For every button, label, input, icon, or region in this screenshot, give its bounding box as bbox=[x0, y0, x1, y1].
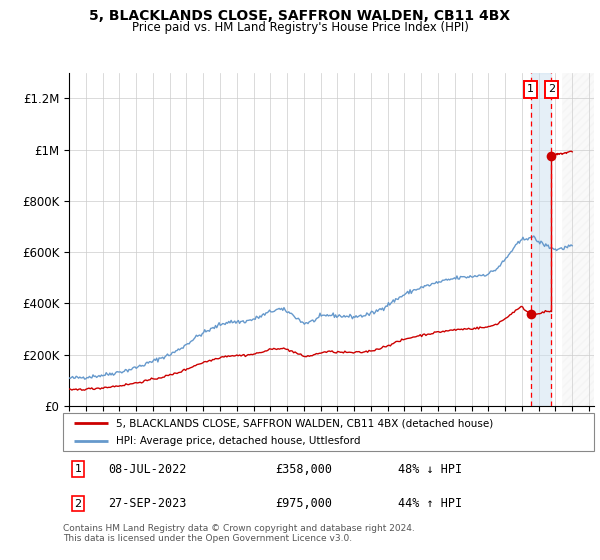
Text: Contains HM Land Registry data © Crown copyright and database right 2024.
This d: Contains HM Land Registry data © Crown c… bbox=[63, 524, 415, 543]
Text: Price paid vs. HM Land Registry's House Price Index (HPI): Price paid vs. HM Land Registry's House … bbox=[131, 21, 469, 34]
Text: 1: 1 bbox=[527, 85, 534, 95]
Text: 08-JUL-2022: 08-JUL-2022 bbox=[108, 463, 187, 476]
Text: 5, BLACKLANDS CLOSE, SAFFRON WALDEN, CB11 4BX (detached house): 5, BLACKLANDS CLOSE, SAFFRON WALDEN, CB1… bbox=[116, 418, 493, 428]
Text: 27-SEP-2023: 27-SEP-2023 bbox=[108, 497, 187, 510]
FancyBboxPatch shape bbox=[63, 413, 594, 451]
Text: £358,000: £358,000 bbox=[275, 463, 332, 476]
Text: 1: 1 bbox=[74, 464, 82, 474]
Text: 48% ↓ HPI: 48% ↓ HPI bbox=[398, 463, 461, 476]
Text: 44% ↑ HPI: 44% ↑ HPI bbox=[398, 497, 461, 510]
Text: HPI: Average price, detached house, Uttlesford: HPI: Average price, detached house, Uttl… bbox=[116, 436, 361, 446]
Text: 2: 2 bbox=[74, 498, 82, 508]
Text: £975,000: £975,000 bbox=[275, 497, 332, 510]
Text: 5, BLACKLANDS CLOSE, SAFFRON WALDEN, CB11 4BX: 5, BLACKLANDS CLOSE, SAFFRON WALDEN, CB1… bbox=[89, 9, 511, 23]
Bar bbox=[562, 73, 594, 406]
Text: 2: 2 bbox=[548, 85, 555, 95]
Bar bbox=[530, 73, 551, 406]
